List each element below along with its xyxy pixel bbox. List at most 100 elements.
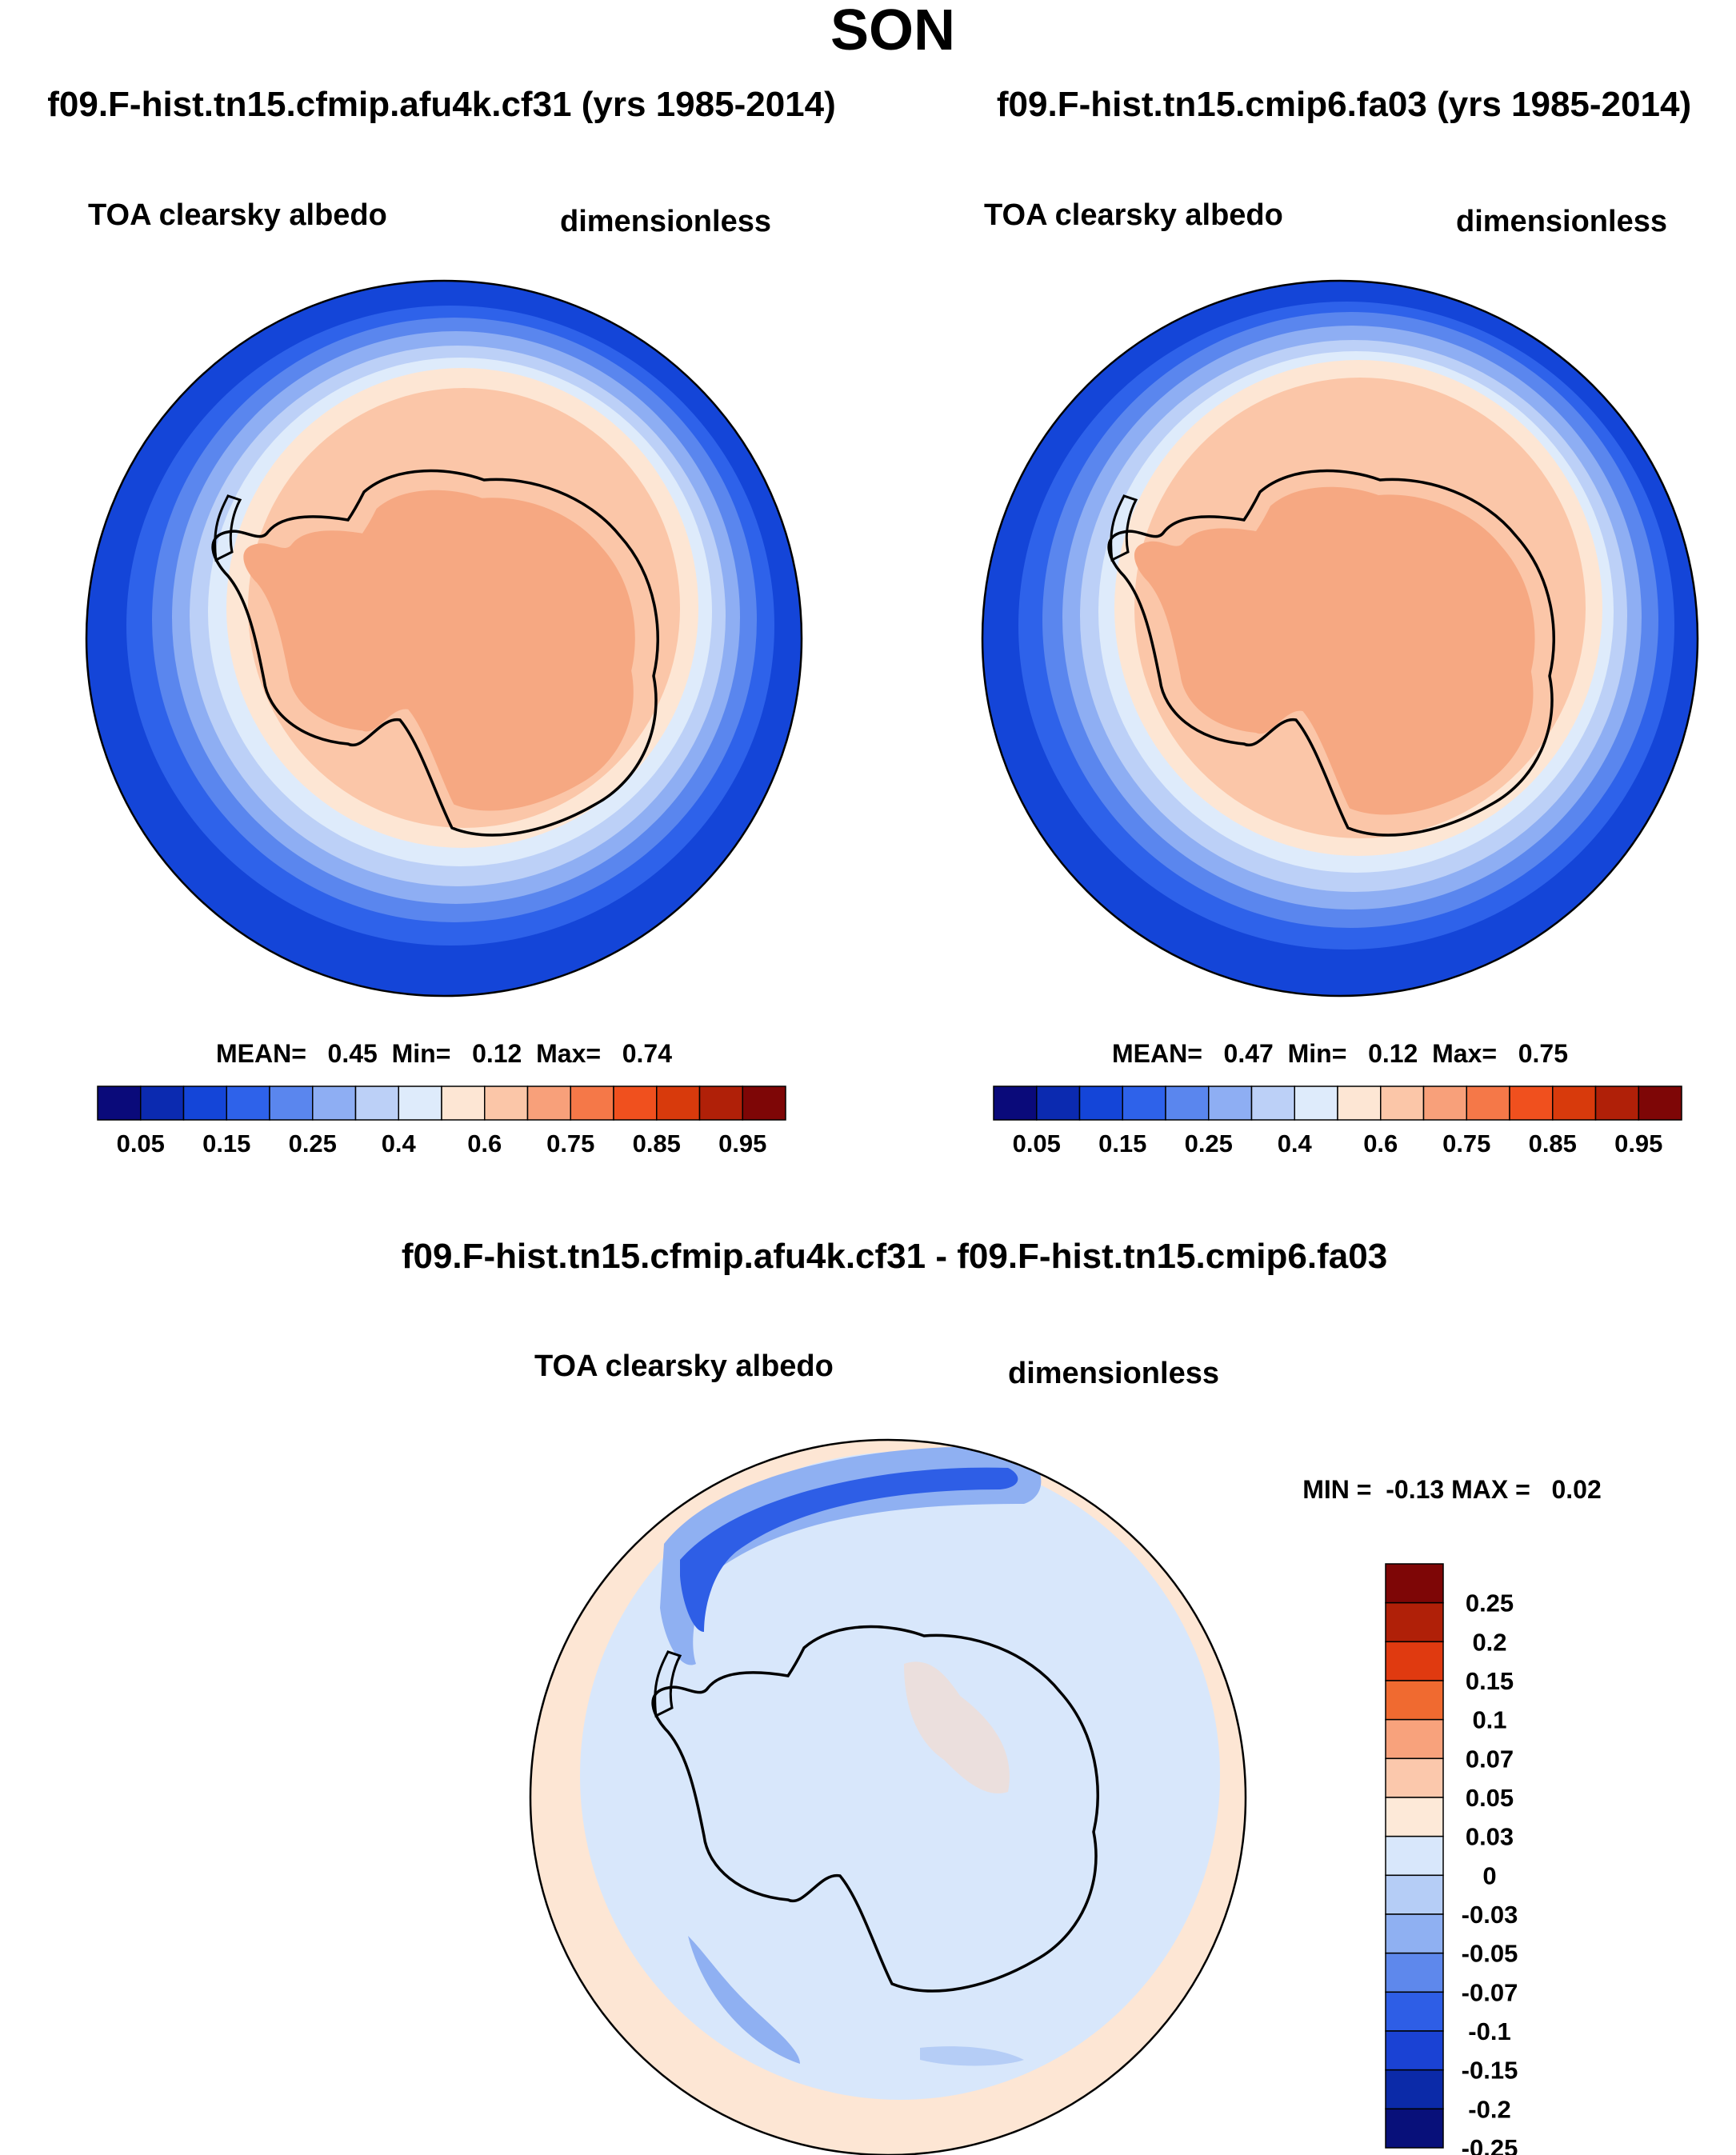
diff-colorbar-label: -0.03: [1462, 1901, 1518, 1929]
diff-colorbar-box-7: [1385, 1835, 1444, 1877]
left-colorbar-label: 0.75: [546, 1129, 594, 1157]
diff-map-bottom-patch: [920, 2046, 1024, 2066]
right-colorbar-label: 0.05: [1013, 1129, 1061, 1157]
right-stats: MEAN= 0.47 Min= 0.12 Max= 0.75: [1112, 1039, 1568, 1068]
left-colorbar-box-0: [97, 1085, 142, 1121]
right-map-peninsula: [1110, 494, 1138, 562]
right-colorbar-box-15: [1638, 1085, 1682, 1121]
right-colorbar-label: 0.75: [1442, 1129, 1490, 1157]
diff-colorbar-box-1: [1385, 1601, 1444, 1643]
diff-colorbar-box-14: [1385, 2108, 1444, 2149]
right-map-plateau: [1134, 486, 1535, 815]
diff-colorbar-label: 0.07: [1466, 1745, 1514, 1773]
left-colorbar-label: 0.85: [633, 1129, 681, 1157]
diff-map: [530, 1440, 1246, 2155]
diff-colorbar-box-4: [1385, 1718, 1444, 1760]
right-colorbar-box-0: [993, 1085, 1038, 1121]
left-variable-label: TOA clearsky albedo: [88, 198, 387, 232]
diff-colorbar-label: -0.07: [1462, 1978, 1518, 2006]
right-colorbar-box-10: [1422, 1085, 1467, 1121]
right-colorbar-label: 0.6: [1363, 1129, 1398, 1157]
diff-colorbar-box-11: [1385, 1991, 1444, 2032]
left-colorbar-box-11: [570, 1085, 614, 1121]
left-colorbar-box-15: [742, 1085, 786, 1121]
left-colorbar-box-3: [226, 1085, 270, 1121]
left-colorbar-box-8: [441, 1085, 486, 1121]
left-colorbar-box-2: [182, 1085, 227, 1121]
right-colorbar-box-2: [1078, 1085, 1123, 1121]
right-colorbar-box-8: [1337, 1085, 1382, 1121]
diff-colorbar-label: 0.25: [1466, 1589, 1514, 1617]
left-colorbar-box-1: [140, 1085, 185, 1121]
right-colorbar-box-4: [1165, 1085, 1210, 1121]
left-map-plateau: [243, 490, 635, 811]
right-colorbar-box-12: [1509, 1085, 1554, 1121]
diff-map-plateau-speckle: [904, 1661, 1010, 1793]
right-colorbar-box-3: [1122, 1085, 1166, 1121]
diff-stats: MIN = -0.13 MAX = 0.02: [1302, 1475, 1601, 1504]
left-units-label: dimensionless: [560, 205, 771, 238]
left-case-title: f09.F-hist.tn15.cfmip.afu4k.cf31 (yrs 19…: [47, 85, 836, 124]
diff-colorbar-box-12: [1385, 2030, 1444, 2071]
diff-colorbar-label: 0.05: [1466, 1784, 1514, 1812]
diff-map-lower-left-patch: [688, 1936, 800, 2064]
diff-map-blue-arc: [660, 1446, 1042, 1665]
diff-map-border: [529, 1438, 1247, 2155]
right-colorbar-label: 0.25: [1185, 1129, 1233, 1157]
right-colorbar-box-14: [1594, 1085, 1639, 1121]
diff-colorbar-box-13: [1385, 2069, 1444, 2110]
diff-map-peninsula: [654, 1650, 682, 1718]
left-colorbar-label: 0.4: [382, 1129, 417, 1157]
diff-colorbar: 0.25 0.2 0.15 0.1 0.07 0.05 0.03 0 -0.03 -0.05 -0.…: [1385, 1563, 1518, 2155]
diff-map-blue-arc-core: [680, 1467, 1018, 1632]
diff-colorbar-box-3: [1385, 1680, 1444, 1721]
right-colorbar-label: 0.85: [1529, 1129, 1577, 1157]
left-map-peninsula: [214, 494, 242, 562]
diff-case-title: f09.F-hist.tn15.cfmip.afu4k.cf31 - f09.F…: [402, 1237, 1387, 1276]
left-colorbar-label: 0.95: [718, 1129, 766, 1157]
diff-colorbar-label: -0.2: [1468, 2095, 1510, 2123]
right-colorbar-box-13: [1552, 1085, 1597, 1121]
right-units-label: dimensionless: [1456, 205, 1667, 238]
right-variable-label: TOA clearsky albedo: [984, 198, 1283, 232]
diff-colorbar-label: -0.15: [1462, 2057, 1518, 2085]
right-colorbar-box-6: [1250, 1085, 1295, 1121]
diff-colorbar-label: 0.03: [1466, 1823, 1514, 1851]
right-case-title: f09.F-hist.tn15.cmip6.fa03 (yrs 1985-201…: [997, 85, 1691, 124]
left-colorbar-box-6: [354, 1085, 399, 1121]
right-colorbar-box-11: [1466, 1085, 1510, 1121]
left-colorbar-label: 0.15: [202, 1129, 250, 1157]
left-colorbar-label: 0.05: [117, 1129, 165, 1157]
left-map-border: [85, 279, 803, 998]
right-colorbar-box-1: [1036, 1085, 1081, 1121]
figure-title: SON: [830, 0, 955, 62]
left-colorbar-box-7: [398, 1085, 442, 1121]
left-colorbar-label: 0.6: [467, 1129, 502, 1157]
diff-colorbar-label: -0.05: [1462, 1940, 1518, 1968]
right-colorbar-label: 0.15: [1098, 1129, 1146, 1157]
left-colorbar-box-10: [526, 1085, 571, 1121]
left-stats: MEAN= 0.45 Min= 0.12 Max= 0.74: [216, 1039, 672, 1068]
panel-right: f09.F-hist.tn15.cmip6.fa03 (yrs 1985-201…: [981, 85, 1699, 1157]
right-map: [982, 281, 1698, 996]
diff-variable-label: TOA clearsky albedo: [534, 1349, 834, 1383]
panel-diff: f09.F-hist.tn15.cfmip.afu4k.cf31 - f09.F…: [402, 1237, 1602, 2155]
diff-colorbar-label: -0.1: [1468, 2017, 1510, 2045]
left-colorbar-box-12: [613, 1085, 658, 1121]
left-colorbar-box-5: [312, 1085, 357, 1121]
diff-colorbar-label: 0.15: [1466, 1667, 1514, 1695]
diff-colorbar-label: 0.1: [1472, 1706, 1506, 1734]
right-map-border: [981, 279, 1699, 998]
diff-colorbar-box-0: [1385, 1563, 1444, 1604]
diff-colorbar-box-2: [1385, 1641, 1444, 1681]
right-colorbar-label: 0.4: [1278, 1129, 1313, 1157]
left-colorbar-box-13: [656, 1085, 701, 1121]
right-colorbar-box-7: [1294, 1085, 1338, 1121]
diff-colorbar-label: 0: [1482, 1861, 1496, 1889]
diff-colorbar-box-8: [1385, 1874, 1444, 1915]
diff-colorbar-box-6: [1385, 1797, 1444, 1837]
left-colorbar: 0.05 0.15 0.25 0.4 0.6 0.75 0.85 0.95: [97, 1085, 786, 1157]
panel-left: f09.F-hist.tn15.cfmip.afu4k.cf31 (yrs 19…: [47, 85, 836, 1157]
diff-units-label: dimensionless: [1008, 1357, 1219, 1390]
